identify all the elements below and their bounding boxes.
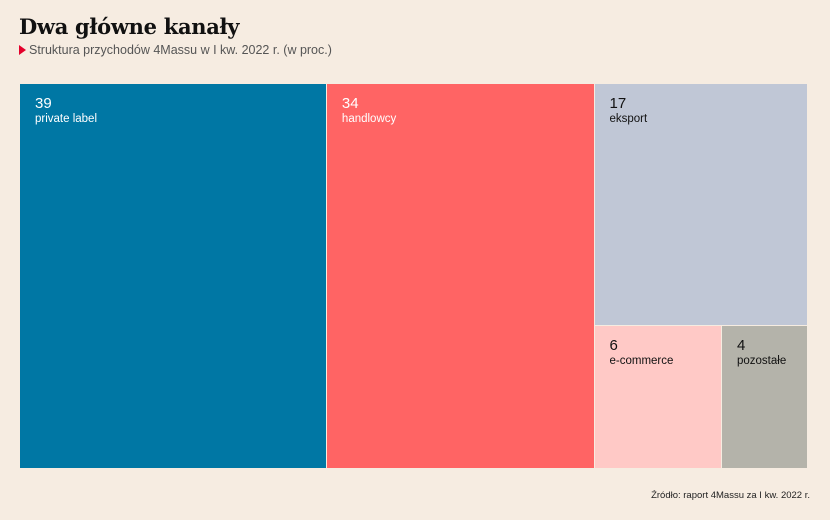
tile-label: pozostałe <box>737 354 787 367</box>
tile-label: private label <box>35 113 98 125</box>
tile-value: 39 <box>35 95 52 112</box>
tile-value: 17 <box>609 95 627 112</box>
treemap-tile-e-commerce: 6 e-commerce <box>594 325 721 468</box>
red-triangle-marker-icon <box>19 45 26 55</box>
tile-label: eksport <box>609 113 648 125</box>
treemap-tile-eksport: 17 eksport <box>594 84 807 325</box>
tile-label: e-commerce <box>609 354 674 367</box>
tile-value: 4 <box>737 336 746 354</box>
tile-label: handlowcy <box>341 113 397 125</box>
chart-subtitle: Struktura przychodów 4Massu w I kw. 2022… <box>29 43 332 57</box>
tile-value: 34 <box>341 95 359 112</box>
chart-title: Dwa główne kanały <box>19 14 240 39</box>
treemap-tile-handlowcy: 34 handlowcy <box>326 84 594 468</box>
treemap-tile-private-label: 39 private label <box>20 84 326 468</box>
tile-value: 6 <box>609 336 618 354</box>
subtitle-row: Struktura przychodów 4Massu w I kw. 2022… <box>19 42 332 58</box>
treemap-tile-pozostale: 4 pozostałe <box>722 325 807 468</box>
source-note: Źródło: raport 4Massu za I kw. 2022 r. <box>651 490 810 501</box>
